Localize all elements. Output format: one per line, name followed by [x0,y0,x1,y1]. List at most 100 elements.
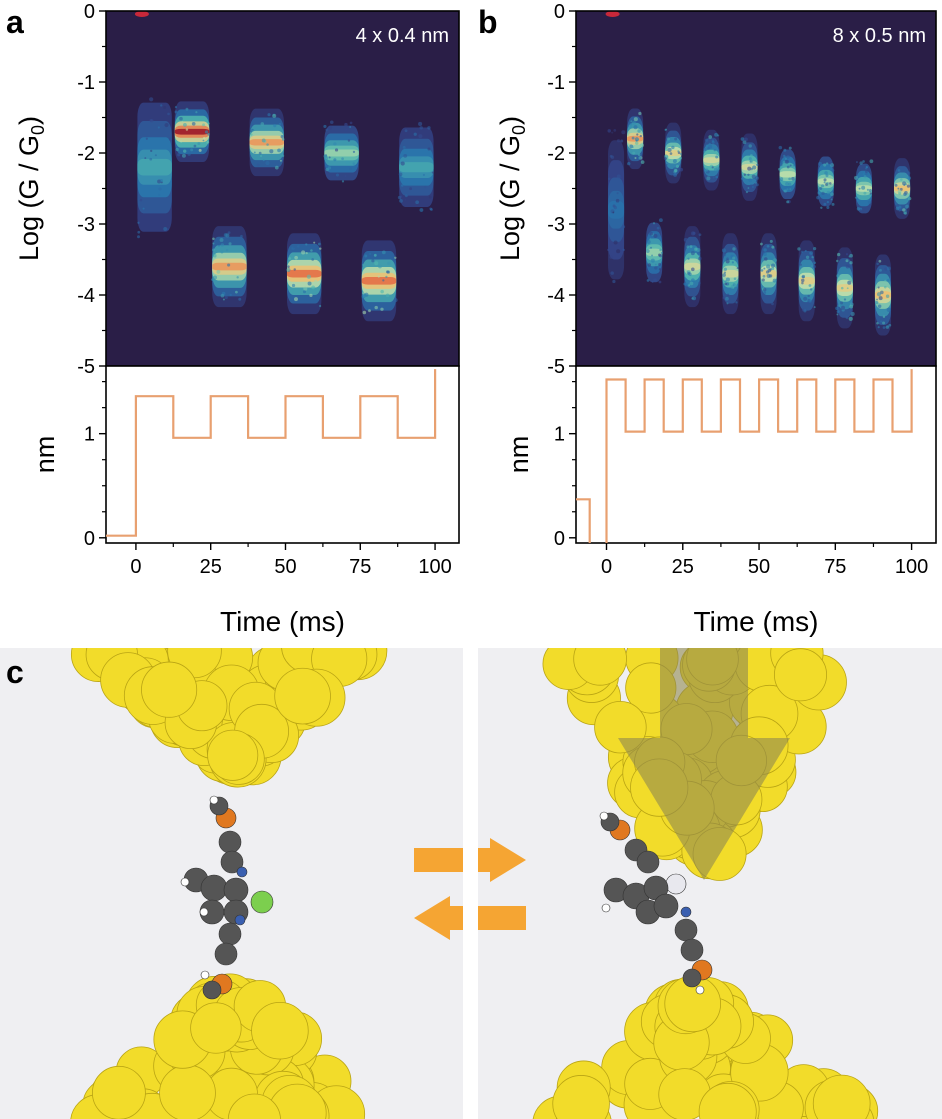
gold-atom [141,661,198,718]
a-density-speckle [325,168,329,172]
hydrogen-atom [599,811,609,821]
a-density-speckle [419,126,423,130]
a-density-speckle [225,249,229,252]
a-density-speckle [154,154,157,157]
b-density-speckle [789,164,792,167]
a-distance-frame [105,365,460,544]
a-density-speckle [352,162,356,166]
b-density-speckle [897,189,902,194]
b-density-speckle [845,259,849,263]
b-density-speckle [754,181,757,184]
a-density-speckle [187,152,191,156]
a-density-speckle [294,297,298,302]
a-density-speckle [345,128,348,131]
chlorine-atom [250,890,274,914]
b-segment [645,218,664,284]
b-density-speckle [742,140,747,145]
a-density-speckle [253,151,256,154]
b-y-axis-label-main: Log (G / G [495,135,525,261]
a-density-speckle [431,171,434,174]
a-density-speckle [380,307,384,311]
b-density-speckle [813,247,817,251]
b-density-speckle [869,192,872,195]
a-nm-axis-label: nm [30,436,60,474]
a-y-tick-label: 1 [84,424,95,446]
b-density-speckle [726,293,730,296]
b-density-speckle [621,130,626,135]
a-density-speckle [238,297,242,301]
a-density-speckle [250,130,252,133]
b-density-speckle [651,280,654,283]
a-density-speckle [212,248,215,252]
b-density-speckle [664,129,667,131]
a-segment [323,120,359,183]
b-density-speckle [877,326,880,329]
a-density-speckle [211,278,214,282]
a-x-axis-label: Time (ms) [220,606,345,637]
b-density-speckle [896,198,899,201]
a-density-speckle [404,194,408,198]
b-density-speckle [861,185,866,190]
b-density-speckle [905,204,909,209]
a-density-speckle [281,154,285,158]
a-density-speckle [218,244,220,247]
a-density-speckle [352,150,356,153]
panel-c [0,648,942,1119]
b-density-speckle [656,226,660,230]
b-density-speckle [743,173,747,176]
a-y-tick-label: -1 [77,72,95,94]
a-density-speckle [227,263,231,267]
b-density-speckle [813,306,816,309]
b-density-speckle [763,267,766,270]
a-density-speckle [301,250,306,255]
a-density-speckle [229,293,232,297]
b-segment [853,159,874,214]
b-segment [663,122,684,184]
b-density-speckle [658,268,662,271]
b-density-speckle [732,247,736,251]
a-density-speckle [250,133,253,136]
a-density-speckle [240,234,243,238]
a-annotation: 4 x 0.4 nm [356,25,449,47]
b-segment [607,129,626,284]
a-density-speckle [235,290,238,294]
a-density-speckle [202,123,205,127]
a-density-speckle [158,193,161,197]
gold-atom [251,1001,309,1060]
b-density-speckle [779,163,783,167]
gold-atom [190,1002,242,1054]
b-density-speckle [726,257,729,260]
a-density-speckle [183,122,187,127]
a-density-speckle [333,158,337,162]
b-density-speckle [805,255,810,259]
b-density-speckle [637,153,641,157]
a-density-speckle [418,134,423,139]
b-density-speckle [622,248,625,252]
a-density-speckle [399,195,403,198]
b-density-speckle [634,157,637,160]
b-density-speckle [633,117,638,122]
b-density-speckle [747,173,750,176]
a-density-band [286,269,322,278]
b-x-tick-label: 100 [895,556,928,578]
b-density-speckle [826,205,830,210]
b-segment [816,156,835,210]
b-segment [778,145,796,204]
b-density-speckle [637,129,641,133]
b-density-speckle [788,177,791,181]
b-density-speckle [905,210,908,212]
b-density-speckle [665,163,668,166]
a-density-speckle [225,233,230,238]
b-density-speckle [788,146,792,150]
a-density-speckle [204,130,209,134]
a-density-speckle [206,140,210,144]
a-density-speckle [374,261,379,266]
b-y-axis-label-subscript: 0 [509,125,529,135]
b-density-speckle [749,154,753,158]
a-density-speckle [212,253,217,258]
b-density-speckle [748,178,753,183]
a-density-speckle [278,122,282,126]
a-density-speckle [305,243,308,246]
b-density-speckle [768,274,773,278]
